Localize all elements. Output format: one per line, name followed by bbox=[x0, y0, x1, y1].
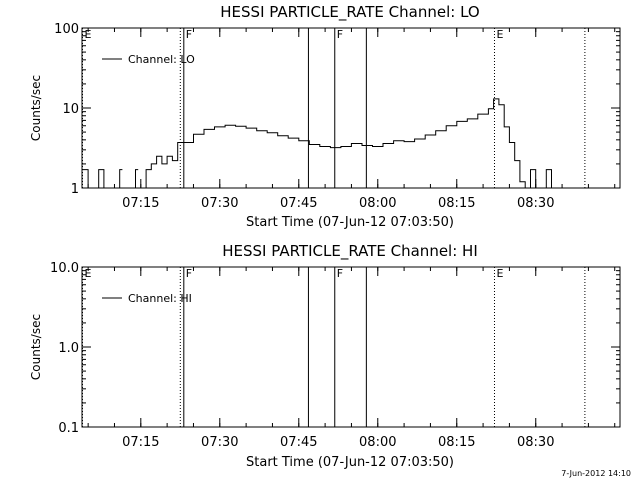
plot-frame bbox=[81, 266, 621, 428]
y-tick-label: 0.1 bbox=[58, 421, 79, 436]
marker-label: F bbox=[186, 267, 192, 280]
x-axis-label: Start Time (07-Jun-12 07:03:50) bbox=[246, 215, 454, 230]
chart-title: HESSI PARTICLE_RATE Channel: LO bbox=[220, 3, 479, 22]
x-tick-label: 08:30 bbox=[517, 435, 554, 450]
y-tick-label: 100 bbox=[54, 22, 79, 37]
x-tick-label: 08:00 bbox=[359, 196, 396, 211]
y-tick-label: 10 bbox=[62, 102, 79, 117]
marker-label: F bbox=[337, 28, 343, 41]
legend-label: Channel: LO bbox=[128, 53, 195, 66]
panel-channel-lo: HESSI PARTICLE_RATE Channel: LO Counts/s… bbox=[29, 3, 621, 230]
x-tick-label: 07:45 bbox=[280, 196, 317, 211]
x-tick-label: 08:15 bbox=[438, 196, 475, 211]
x-tick-label: 07:15 bbox=[122, 435, 159, 450]
x-tick-label: 07:30 bbox=[201, 435, 238, 450]
x-tick-label: 08:15 bbox=[438, 435, 475, 450]
y-tick-label: 1.0 bbox=[58, 341, 79, 356]
marker-label: F bbox=[186, 28, 192, 41]
x-tick-label: 08:30 bbox=[517, 196, 554, 211]
y-axis-label: Counts/sec bbox=[29, 314, 43, 380]
x-axis-label: Start Time (07-Jun-12 07:03:50) bbox=[246, 455, 454, 470]
series-line bbox=[82, 98, 552, 189]
x-tick-label: 07:15 bbox=[122, 196, 159, 211]
panel-channel-hi: HESSI PARTICLE_RATE Channel: HI Counts/s… bbox=[29, 242, 621, 470]
marker-label: E bbox=[496, 28, 503, 41]
marker-label: E bbox=[85, 267, 92, 280]
chart-title: HESSI PARTICLE_RATE Channel: HI bbox=[222, 242, 478, 261]
y-axis-label: Counts/sec bbox=[29, 75, 43, 141]
legend-label: Channel: HI bbox=[128, 292, 192, 305]
footer-timestamp: 7-Jun-2012 14:10 bbox=[561, 469, 631, 478]
y-tick-label: 10.0 bbox=[50, 261, 79, 276]
y-tick-label: 1 bbox=[71, 182, 79, 197]
marker-label: E bbox=[85, 28, 92, 41]
x-tick-label: 07:45 bbox=[280, 435, 317, 450]
x-tick-label: 08:00 bbox=[359, 435, 396, 450]
marker-label: E bbox=[496, 267, 503, 280]
x-tick-label: 07:30 bbox=[201, 196, 238, 211]
marker-label: F bbox=[337, 267, 343, 280]
